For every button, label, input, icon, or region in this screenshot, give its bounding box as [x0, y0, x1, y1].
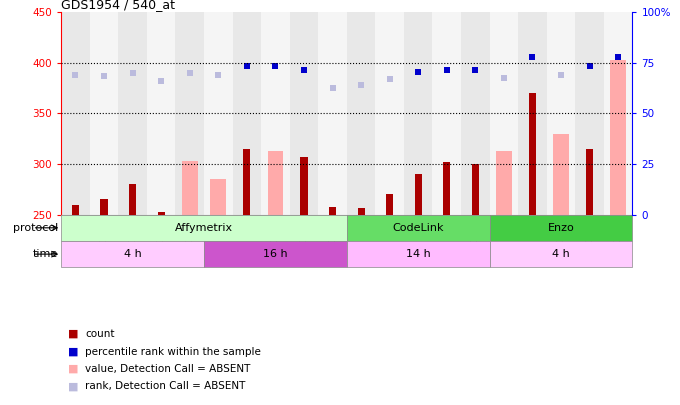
Bar	[290, 12, 318, 215]
Bar	[204, 12, 233, 215]
Text: 14 h: 14 h	[406, 249, 430, 259]
Text: ■: ■	[68, 364, 78, 374]
Bar	[210, 179, 226, 215]
Bar	[518, 12, 547, 215]
Bar	[147, 12, 175, 215]
Bar	[204, 241, 347, 267]
Bar	[496, 151, 512, 215]
Bar	[61, 241, 204, 267]
Text: percentile rank within the sample: percentile rank within the sample	[85, 347, 261, 356]
Bar	[432, 12, 461, 215]
Bar	[490, 215, 632, 241]
Text: 4 h: 4 h	[552, 249, 570, 259]
Bar	[415, 174, 422, 215]
Bar	[267, 151, 284, 215]
Text: count: count	[85, 329, 114, 339]
Bar	[490, 241, 632, 267]
Bar	[233, 12, 261, 215]
Bar	[101, 199, 107, 215]
Bar	[375, 12, 404, 215]
Bar	[575, 12, 604, 215]
Bar	[329, 207, 336, 215]
Text: value, Detection Call = ABSENT: value, Detection Call = ABSENT	[85, 364, 250, 374]
Bar	[158, 211, 165, 215]
Text: time: time	[33, 249, 58, 259]
Bar	[182, 161, 198, 215]
Bar	[347, 215, 490, 241]
Bar	[404, 12, 432, 215]
Text: Enzo: Enzo	[547, 223, 575, 233]
Bar	[490, 12, 518, 215]
Bar	[461, 12, 490, 215]
Bar	[129, 184, 136, 215]
Bar	[472, 164, 479, 215]
Bar	[90, 12, 118, 215]
Bar	[547, 12, 575, 215]
Bar	[553, 134, 569, 215]
Bar	[72, 205, 79, 215]
Bar	[61, 215, 347, 241]
Text: ■: ■	[68, 329, 78, 339]
Text: 16 h: 16 h	[263, 249, 288, 259]
Bar	[301, 157, 307, 215]
Bar	[347, 241, 490, 267]
Text: ■: ■	[68, 382, 78, 391]
Bar	[318, 12, 347, 215]
Bar	[261, 12, 290, 215]
Text: rank, Detection Call = ABSENT: rank, Detection Call = ABSENT	[85, 382, 245, 391]
Bar	[610, 60, 626, 215]
Text: GDS1954 / 540_at: GDS1954 / 540_at	[61, 0, 175, 11]
Bar	[529, 93, 536, 215]
Bar	[358, 207, 364, 215]
Text: CodeLink: CodeLink	[392, 223, 444, 233]
Bar	[586, 149, 593, 215]
Bar	[443, 162, 450, 215]
Bar	[386, 194, 393, 215]
Bar	[604, 12, 632, 215]
Text: ■: ■	[68, 347, 78, 356]
Bar	[61, 12, 90, 215]
Text: 4 h: 4 h	[124, 249, 141, 259]
Bar	[243, 149, 250, 215]
Text: protocol: protocol	[12, 223, 58, 233]
Text: Affymetrix: Affymetrix	[175, 223, 233, 233]
Bar	[118, 12, 147, 215]
Bar	[175, 12, 204, 215]
Bar	[347, 12, 375, 215]
